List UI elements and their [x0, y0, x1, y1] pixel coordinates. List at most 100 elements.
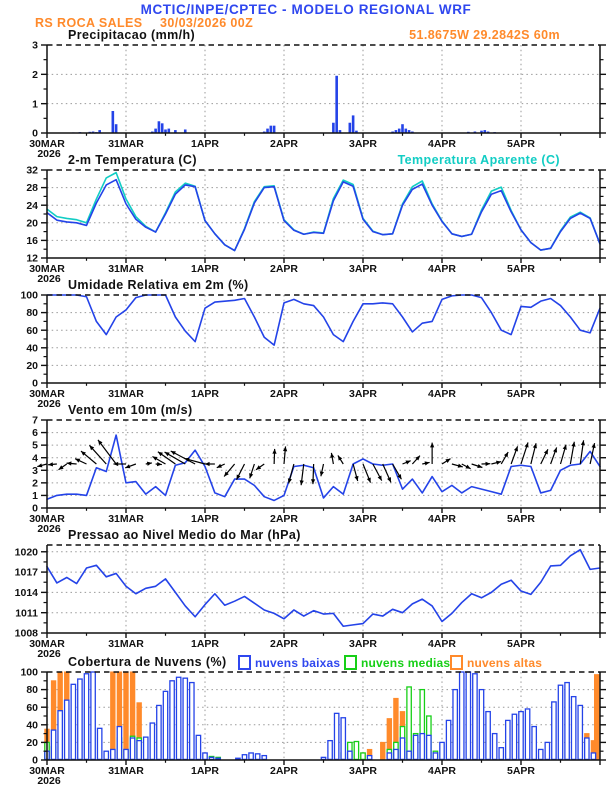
svg-text:30MAR: 30MAR [29, 513, 65, 525]
svg-text:1017: 1017 [15, 567, 39, 579]
location-coordinates: 51.8675W 29.2842S 60m [409, 28, 560, 42]
svg-text:31MAR: 31MAR [108, 765, 144, 777]
svg-text:2APR: 2APR [270, 765, 298, 777]
svg-text:1APR: 1APR [191, 138, 219, 150]
panel-title-temperature: 2-m Temperatura (C) [68, 153, 197, 167]
svg-text:20: 20 [26, 737, 38, 749]
svg-text:4APR: 4APR [428, 263, 456, 275]
svg-text:5APR: 5APR [507, 263, 535, 275]
svg-text:100: 100 [20, 667, 38, 679]
svg-text:2026: 2026 [37, 523, 61, 535]
svg-text:0: 0 [32, 755, 38, 767]
mid-clouds-swatch-icon [344, 655, 357, 670]
station-name: RS ROCA SALES [35, 16, 143, 30]
svg-text:1APR: 1APR [191, 513, 219, 525]
svg-text:80: 80 [26, 307, 38, 319]
svg-text:4APR: 4APR [428, 388, 456, 400]
legend-item-high-clouds: nuvens altas [450, 655, 542, 670]
svg-text:6: 6 [32, 427, 38, 439]
svg-text:4APR: 4APR [428, 638, 456, 650]
svg-text:40: 40 [26, 719, 38, 731]
svg-text:2: 2 [32, 69, 38, 81]
svg-text:3: 3 [32, 465, 38, 477]
panel-title-cloud-cover: Cobertura de Nuvens (%) [68, 655, 227, 669]
svg-text:0: 0 [32, 128, 38, 140]
model-header-title: MCTIC/INPE/CPTEC - MODELO REGIONAL WRF [140, 2, 472, 17]
run-datetime: 30/03/2026 00Z [160, 16, 254, 30]
svg-text:4APR: 4APR [428, 138, 456, 150]
svg-text:20: 20 [26, 360, 38, 372]
panel-title-pressure: Pressao ao Nivel Medio do Mar (hPa) [68, 528, 301, 542]
svg-text:3: 3 [32, 40, 38, 52]
legend-item-low-clouds: nuvens baixas [238, 655, 340, 670]
svg-text:0: 0 [32, 378, 38, 390]
panel-title-relative-humidity: Umidade Relativa em 2m (%) [68, 278, 249, 292]
svg-text:3APR: 3APR [349, 513, 377, 525]
svg-text:5APR: 5APR [507, 388, 535, 400]
svg-text:7: 7 [32, 415, 38, 427]
svg-text:60: 60 [26, 702, 38, 714]
svg-text:3APR: 3APR [349, 765, 377, 777]
svg-text:30MAR: 30MAR [29, 638, 65, 650]
svg-text:12: 12 [26, 253, 38, 265]
svg-text:30MAR: 30MAR [29, 263, 65, 275]
svg-text:1011: 1011 [15, 607, 38, 619]
svg-text:31MAR: 31MAR [108, 263, 144, 275]
svg-text:30MAR: 30MAR [29, 388, 65, 400]
svg-text:2026: 2026 [37, 398, 61, 410]
svg-text:3APR: 3APR [349, 388, 377, 400]
svg-text:5APR: 5APR [507, 765, 535, 777]
svg-text:2APR: 2APR [270, 138, 298, 150]
svg-text:3APR: 3APR [349, 263, 377, 275]
svg-text:60: 60 [26, 325, 38, 337]
svg-text:1APR: 1APR [191, 263, 219, 275]
svg-text:1APR: 1APR [191, 765, 219, 777]
svg-text:32: 32 [26, 165, 38, 177]
svg-text:31MAR: 31MAR [108, 388, 144, 400]
svg-text:0: 0 [32, 503, 38, 515]
svg-text:5APR: 5APR [507, 638, 535, 650]
svg-text:24: 24 [26, 200, 38, 212]
svg-text:5: 5 [32, 440, 38, 452]
legend-label-low-clouds: nuvens baixas [255, 655, 341, 670]
svg-text:1: 1 [32, 98, 38, 110]
svg-text:2APR: 2APR [270, 513, 298, 525]
svg-text:2APR: 2APR [270, 263, 298, 275]
svg-text:1020: 1020 [15, 546, 39, 558]
svg-text:3APR: 3APR [349, 138, 377, 150]
legend-label-mid-clouds: nuvens medias [361, 655, 451, 670]
svg-text:30MAR: 30MAR [29, 765, 65, 777]
svg-text:1014: 1014 [15, 587, 39, 599]
panel-title-apparent-temperature: Temperatura Aparente (C) [397, 153, 560, 167]
svg-text:3APR: 3APR [349, 638, 377, 650]
svg-text:40: 40 [26, 342, 38, 354]
svg-text:2026: 2026 [37, 648, 61, 660]
svg-text:5APR: 5APR [507, 138, 535, 150]
svg-text:2026: 2026 [37, 148, 61, 160]
legend-label-high-clouds: nuvens altas [467, 655, 543, 670]
svg-text:28: 28 [26, 182, 38, 194]
svg-text:80: 80 [26, 684, 38, 696]
svg-text:1APR: 1APR [191, 638, 219, 650]
svg-text:5APR: 5APR [507, 513, 535, 525]
panel-title-wind: Vento em 10m (m/s) [68, 403, 193, 417]
panel-title-precipitation: Precipitacao (mm/h) [68, 28, 196, 42]
svg-text:4APR: 4APR [428, 513, 456, 525]
svg-text:31MAR: 31MAR [108, 513, 144, 525]
legend-item-mid-clouds: nuvens medias [344, 655, 450, 670]
svg-text:100: 100 [20, 290, 38, 302]
svg-text:31MAR: 31MAR [108, 138, 144, 150]
svg-text:20: 20 [26, 217, 38, 229]
high-clouds-swatch-icon [450, 655, 463, 670]
svg-text:2APR: 2APR [270, 638, 298, 650]
low-clouds-swatch-icon [238, 655, 251, 670]
svg-text:4: 4 [32, 452, 38, 464]
svg-text:2026: 2026 [37, 775, 61, 787]
svg-text:31MAR: 31MAR [108, 638, 144, 650]
svg-text:1008: 1008 [15, 628, 39, 640]
svg-text:4APR: 4APR [428, 765, 456, 777]
svg-text:2026: 2026 [37, 273, 61, 285]
svg-text:1APR: 1APR [191, 388, 219, 400]
